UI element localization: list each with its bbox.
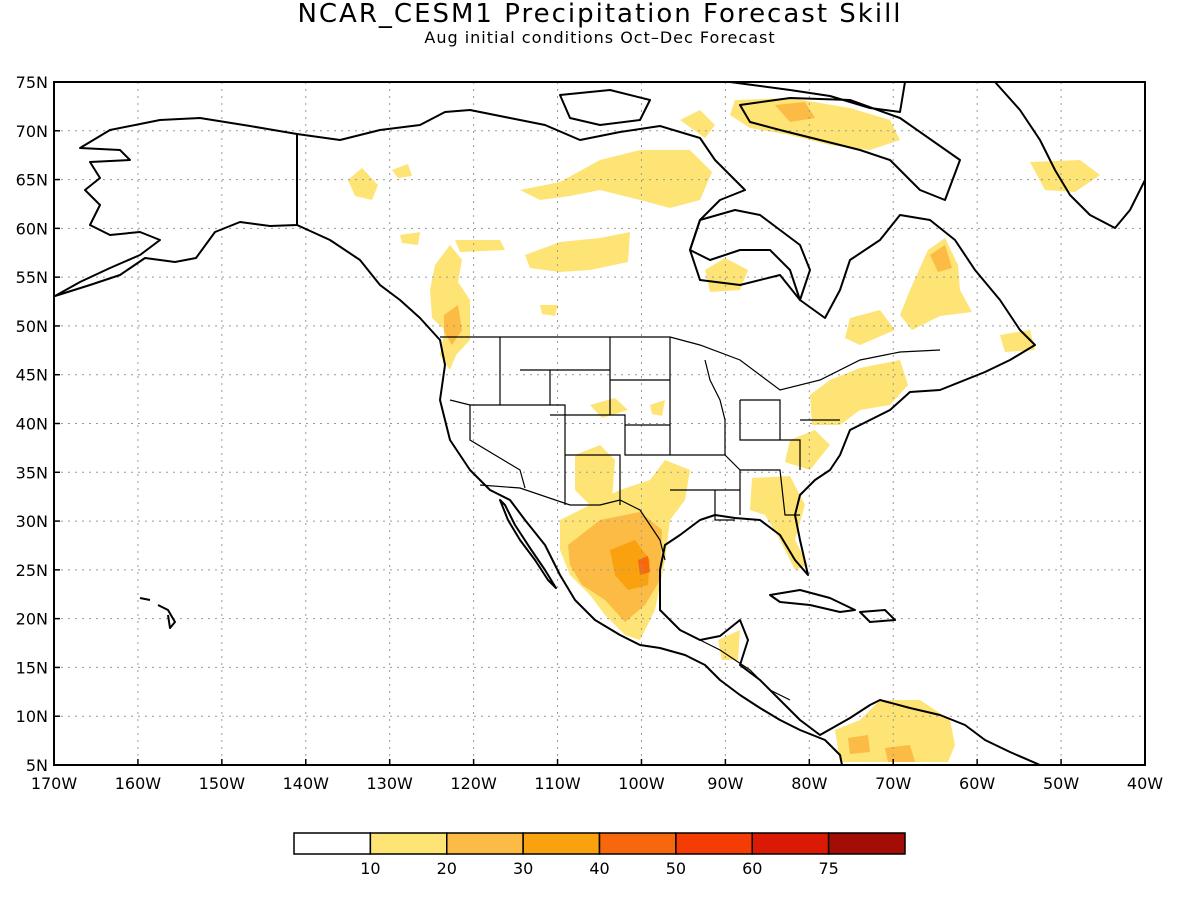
colorbar-label: 20 xyxy=(437,859,457,878)
colorbar-label: 50 xyxy=(666,859,686,878)
longitude-tick-label: 160W xyxy=(115,774,162,793)
longitude-tick-label: 80W xyxy=(791,774,827,793)
colorbar-swatch xyxy=(675,832,753,855)
longitude-tick-label: 40W xyxy=(1127,774,1163,793)
coastline-north-america xyxy=(296,109,1041,766)
latitude-tick-label: 30N xyxy=(16,512,48,531)
gridlines xyxy=(54,82,1145,765)
skill-region-bc-north xyxy=(400,232,420,245)
longitude-tick-label: 70W xyxy=(875,774,911,793)
border-central-america xyxy=(699,639,791,701)
latitude-tick-label: 65N xyxy=(16,171,48,190)
longitude-tick-label: 120W xyxy=(450,774,497,793)
political-borders xyxy=(296,134,941,701)
coastline-cuba xyxy=(769,589,856,613)
skill-region-greenland xyxy=(1030,160,1100,192)
skill-region-ontario xyxy=(705,258,748,292)
latitude-tick-label: 50N xyxy=(16,317,48,336)
skill-region-baffin xyxy=(730,98,900,150)
coastline-pacific xyxy=(296,224,843,766)
skill-region-quebec-east xyxy=(900,238,972,330)
colorbar-swatch xyxy=(522,832,601,855)
skill-region-manitoba xyxy=(525,232,630,272)
latitude-tick-label: 75N xyxy=(16,73,48,92)
skill-region-new-mexico xyxy=(575,445,615,505)
skill-region-canada-misc-2 xyxy=(540,305,558,316)
skill-region-alaska xyxy=(348,168,378,200)
latitude-tick-label: 55N xyxy=(16,268,48,287)
colorbar-swatch xyxy=(446,832,524,855)
coastline-hudson-bay xyxy=(689,209,811,301)
border-canada-us xyxy=(440,336,941,391)
latitude-tick-label: 25N xyxy=(16,561,48,580)
colorbar-swatch xyxy=(598,832,677,855)
longitude-labels: 170W 160W 150W 140W 130W 120W 110W 100W 90W 80W 70… xyxy=(31,759,1163,793)
skill-region-canada-misc xyxy=(455,240,505,252)
colorbar-label: 40 xyxy=(589,859,609,878)
skill-region-mexico-peak xyxy=(638,556,650,575)
longitude-tick-label: 50W xyxy=(1043,774,1079,793)
skill-region-yukon xyxy=(392,164,412,178)
skill-region-northeast-us xyxy=(810,360,908,425)
colorbar: 10 20 30 40 50 60 75 xyxy=(293,832,906,878)
skill-region-southeast xyxy=(750,476,808,570)
colorbar-label: 75 xyxy=(818,859,838,878)
latitude-tick-label: 15N xyxy=(16,658,48,677)
colorbar-label: 10 xyxy=(360,859,380,878)
coastlines xyxy=(54,81,1146,766)
skill-region-venezuela xyxy=(885,745,915,762)
longitude-tick-label: 110W xyxy=(534,774,581,793)
latitude-tick-label: 70N xyxy=(16,122,48,141)
skill-region-quebec-south xyxy=(845,310,895,345)
border-states-west xyxy=(449,337,671,505)
longitude-tick-label: 170W xyxy=(31,774,78,793)
coastline-victoria-island xyxy=(559,89,651,126)
latitude-tick-label: 40N xyxy=(16,415,48,434)
coastline-greenland xyxy=(994,81,1146,229)
latitude-labels: 75N 70N 65N 60N 55N 50N 45N 40N 35N 30N 25N 20N 15N 1… xyxy=(16,73,60,775)
latitude-tick-label: 10N xyxy=(16,707,48,726)
colorbar-swatch xyxy=(369,832,448,855)
coastline-alaska xyxy=(54,117,298,297)
border-us-mexico xyxy=(479,484,666,561)
skill-shading xyxy=(348,98,1100,762)
coastline-baja xyxy=(499,499,557,589)
colorbar-swatch xyxy=(293,832,372,855)
longitude-tick-label: 60W xyxy=(959,774,995,793)
skill-region-mexico-hot xyxy=(610,540,650,590)
skill-region-bc-coast xyxy=(430,245,470,370)
skill-region-nwt-east xyxy=(520,150,712,208)
colorbar-swatch xyxy=(827,832,906,855)
longitude-tick-label: 130W xyxy=(367,774,414,793)
latitude-tick-label: 35N xyxy=(16,463,48,482)
skill-region-baffin-core xyxy=(775,102,815,122)
skill-region-colorado xyxy=(590,398,628,418)
map-title: NCAR_CESM1 Precipitation Forecast Skill xyxy=(297,0,903,29)
coastline-baffin-island xyxy=(739,97,961,201)
skill-region-bc-coast-core xyxy=(444,305,462,345)
colorbar-swatch xyxy=(751,832,830,855)
border-states-central xyxy=(670,359,840,521)
coastline-hispaniola xyxy=(859,609,896,623)
latitude-tick-label: 60N xyxy=(16,219,48,238)
longitude-tick-label: 150W xyxy=(199,774,246,793)
longitude-tick-label: 140W xyxy=(283,774,330,793)
coastline-hawaii xyxy=(139,597,176,629)
latitude-tick-label: 45N xyxy=(16,366,48,385)
skill-region-quebec-east-core xyxy=(930,245,952,272)
map-subtitle: Aug initial conditions Oct–Dec Forecast xyxy=(424,28,776,47)
colorbar-label: 30 xyxy=(513,859,533,878)
skill-region-kansas xyxy=(650,400,665,416)
latitude-tick-label: 5N xyxy=(26,756,48,775)
colorbar-label: 60 xyxy=(742,859,762,878)
longitude-tick-label: 90W xyxy=(707,774,743,793)
skill-region-south-america-core xyxy=(848,735,870,754)
longitude-tick-label: 100W xyxy=(618,774,665,793)
skill-region-appalachia xyxy=(785,430,830,470)
latitude-tick-label: 20N xyxy=(16,610,48,629)
